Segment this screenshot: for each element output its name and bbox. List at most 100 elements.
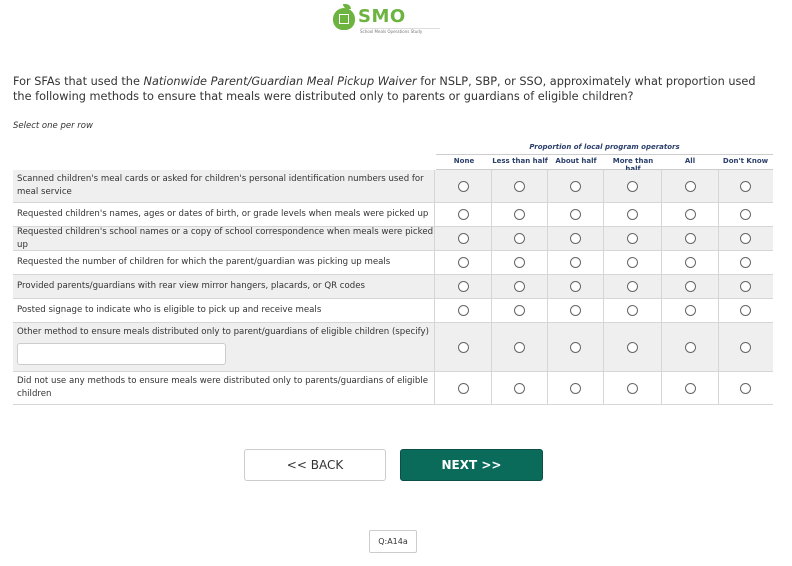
radio-all[interactable] xyxy=(684,305,696,316)
radio-cell xyxy=(546,170,603,202)
radio-all[interactable] xyxy=(684,281,696,292)
radio-cell xyxy=(603,170,661,202)
radio-cell xyxy=(717,299,773,322)
radio-cell xyxy=(434,203,490,226)
radio-cell xyxy=(661,170,717,202)
row-label-cell: Provided parents/guardians with rear vie… xyxy=(13,275,434,298)
radio-cell xyxy=(434,227,490,250)
radio-don-t-know[interactable] xyxy=(740,257,752,268)
radio-cell xyxy=(546,227,603,250)
radio-cell xyxy=(661,227,717,250)
radio-cell xyxy=(434,299,490,322)
table-row: Posted signage to indicate who is eligib… xyxy=(13,299,773,323)
row-label: Scanned children's meal cards or asked f… xyxy=(17,174,424,197)
radio-less-than-half[interactable] xyxy=(513,180,525,192)
radio-don-t-know[interactable] xyxy=(740,209,752,220)
radio-cell xyxy=(434,251,490,274)
radio-cell xyxy=(546,299,603,322)
radio-all[interactable] xyxy=(684,382,696,394)
question-text: For SFAs that used the Nationwide Parent… xyxy=(13,74,773,104)
row-label: Posted signage to indicate who is eligib… xyxy=(17,305,322,315)
radio-cell xyxy=(603,203,661,226)
column-headers: None Less than half About half More than ha… xyxy=(436,157,773,173)
leaf-icon xyxy=(343,4,351,9)
radio-none[interactable] xyxy=(457,305,469,316)
radio-none[interactable] xyxy=(457,382,469,394)
radio-about-half[interactable] xyxy=(570,341,582,353)
radio-cell xyxy=(490,275,547,298)
table-row: Requested children's names, ages or date… xyxy=(13,203,773,227)
radio-all[interactable] xyxy=(684,257,696,268)
row-label-cell: Did not use any methods to ensure meals … xyxy=(13,372,434,404)
row-label-cell: Requested children's school names or a c… xyxy=(13,227,434,250)
question-grid: Scanned children's meal cards or asked f… xyxy=(13,170,773,405)
row-label: Requested the number of children for whi… xyxy=(17,257,391,267)
radio-cell xyxy=(661,372,717,404)
radio-cell xyxy=(434,170,490,202)
radio-cell xyxy=(661,299,717,322)
instruction: Select one per row xyxy=(13,121,93,131)
radio-less-than-half[interactable] xyxy=(513,209,525,220)
radio-cell xyxy=(490,372,547,404)
radio-don-t-know[interactable] xyxy=(740,180,752,192)
radio-don-t-know[interactable] xyxy=(740,341,752,353)
radio-more-than-half[interactable] xyxy=(627,209,639,220)
radio-about-half[interactable] xyxy=(570,233,582,244)
radio-none[interactable] xyxy=(457,281,469,292)
table-row: Requested the number of children for whi… xyxy=(13,251,773,275)
radio-cell xyxy=(717,323,773,371)
radio-more-than-half[interactable] xyxy=(627,341,639,353)
radio-cell xyxy=(603,275,661,298)
question-pre: For SFAs that used the xyxy=(13,75,144,88)
radio-more-than-half[interactable] xyxy=(627,233,639,244)
radio-cell xyxy=(661,203,717,226)
radio-cell xyxy=(717,275,773,298)
radio-more-than-half[interactable] xyxy=(627,180,639,192)
radio-about-half[interactable] xyxy=(570,281,582,292)
next-button[interactable]: NEXT >> xyxy=(400,449,543,481)
radio-cell xyxy=(717,251,773,274)
radio-none[interactable] xyxy=(457,257,469,268)
radio-none[interactable] xyxy=(457,209,469,220)
radio-don-t-know[interactable] xyxy=(740,281,752,292)
radio-more-than-half[interactable] xyxy=(627,281,639,292)
radio-less-than-half[interactable] xyxy=(513,382,525,394)
radio-don-t-know[interactable] xyxy=(740,233,752,244)
row-label-cell: Other method to ensure meals distributed… xyxy=(13,323,434,371)
radio-don-t-know[interactable] xyxy=(740,382,752,394)
column-header: All xyxy=(684,157,696,165)
radio-more-than-half[interactable] xyxy=(627,305,639,316)
radio-all[interactable] xyxy=(684,209,696,220)
radio-less-than-half[interactable] xyxy=(513,257,525,268)
radio-more-than-half[interactable] xyxy=(627,257,639,268)
radio-about-half[interactable] xyxy=(570,382,582,394)
radio-cell xyxy=(603,227,661,250)
radio-less-than-half[interactable] xyxy=(513,281,525,292)
radio-about-half[interactable] xyxy=(570,180,582,192)
radio-all[interactable] xyxy=(684,180,696,192)
radio-about-half[interactable] xyxy=(570,257,582,268)
radio-cell xyxy=(546,203,603,226)
radio-cell xyxy=(434,275,490,298)
radio-all[interactable] xyxy=(684,233,696,244)
row-label: Requested children's names, ages or date… xyxy=(17,209,429,219)
radio-less-than-half[interactable] xyxy=(513,305,525,316)
radio-less-than-half[interactable] xyxy=(513,233,525,244)
radio-don-t-know[interactable] xyxy=(740,305,752,316)
table-row: Other method to ensure meals distributed… xyxy=(13,323,773,372)
row-label: Did not use any methods to ensure meals … xyxy=(17,376,428,399)
radio-less-than-half[interactable] xyxy=(513,341,525,353)
radio-more-than-half[interactable] xyxy=(627,382,639,394)
radio-all[interactable] xyxy=(684,341,696,353)
radio-about-half[interactable] xyxy=(570,209,582,220)
radio-about-half[interactable] xyxy=(570,305,582,316)
radio-none[interactable] xyxy=(457,180,469,192)
radio-cell xyxy=(661,275,717,298)
group-header: Proportion of local program operators xyxy=(436,143,773,155)
radio-cell xyxy=(661,251,717,274)
logo-subtitle: School Meals Operations Study xyxy=(360,28,440,34)
back-button[interactable]: << BACK xyxy=(244,449,386,481)
radio-none[interactable] xyxy=(457,341,469,353)
radio-none[interactable] xyxy=(457,233,469,244)
specify-input[interactable] xyxy=(17,343,226,365)
